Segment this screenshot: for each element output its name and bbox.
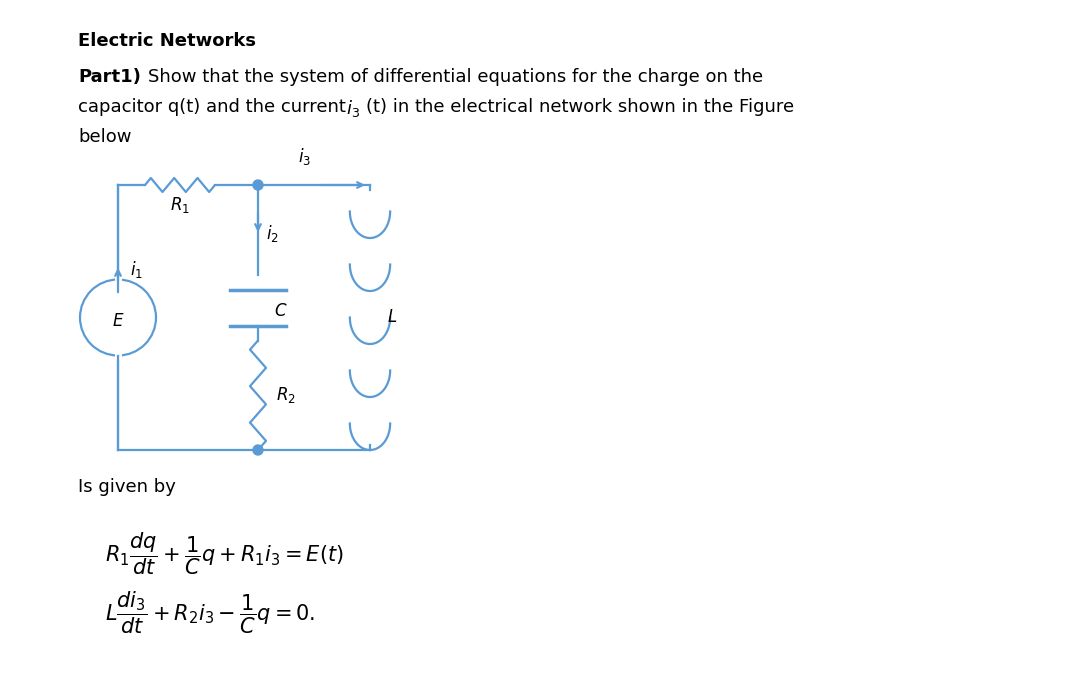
Text: below: below bbox=[78, 128, 132, 146]
Text: C: C bbox=[274, 303, 285, 320]
Text: Electric Networks: Electric Networks bbox=[78, 32, 256, 50]
Text: $i_1$: $i_1$ bbox=[130, 260, 143, 281]
Text: E: E bbox=[112, 313, 123, 331]
Text: Is given by: Is given by bbox=[78, 478, 176, 496]
Text: Show that the system of differential equations for the charge on the: Show that the system of differential equ… bbox=[148, 68, 764, 86]
Text: L: L bbox=[388, 309, 397, 326]
Text: $i_2$: $i_2$ bbox=[266, 223, 279, 244]
Text: Part1): Part1) bbox=[78, 68, 140, 86]
Text: capacitor q(t) and the current: capacitor q(t) and the current bbox=[78, 98, 352, 116]
Text: $R_1$: $R_1$ bbox=[170, 195, 190, 215]
Circle shape bbox=[253, 445, 264, 455]
Text: (t) in the electrical network shown in the Figure: (t) in the electrical network shown in t… bbox=[366, 98, 794, 116]
Circle shape bbox=[253, 180, 264, 190]
Text: $R_2$: $R_2$ bbox=[276, 385, 296, 405]
Text: $i_3$: $i_3$ bbox=[346, 98, 360, 119]
Text: $L\dfrac{di_3}{dt} + R_2 i_3 - \dfrac{1}{C}q = 0.$: $L\dfrac{di_3}{dt} + R_2 i_3 - \dfrac{1}… bbox=[105, 590, 315, 636]
Text: $R_1\dfrac{dq}{dt} + \dfrac{1}{C}q + R_1 i_3 = E(t)$: $R_1\dfrac{dq}{dt} + \dfrac{1}{C}q + R_1… bbox=[105, 530, 343, 576]
Text: $i_3$: $i_3$ bbox=[298, 146, 311, 167]
